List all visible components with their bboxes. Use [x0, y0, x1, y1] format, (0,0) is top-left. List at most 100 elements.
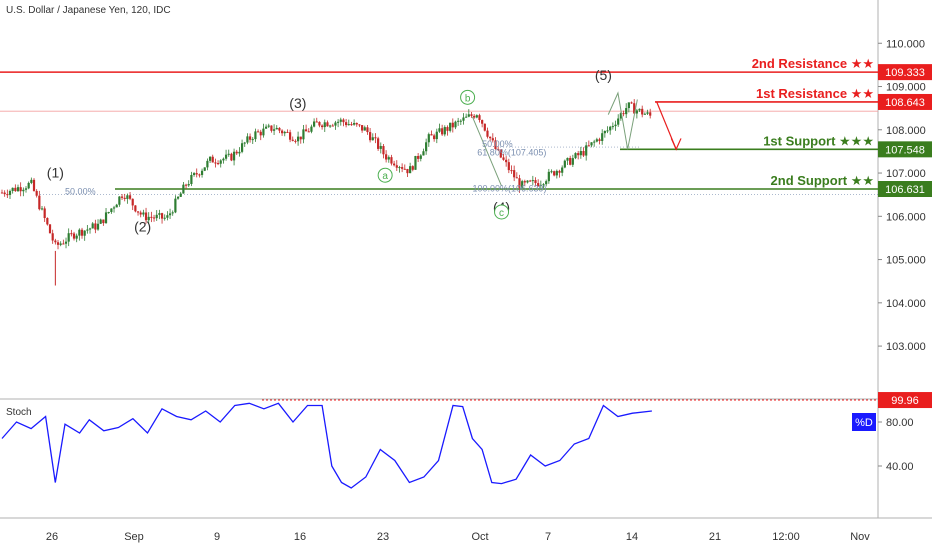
candle-body [430, 134, 433, 136]
candle-body [110, 208, 113, 213]
candle-body [518, 178, 521, 188]
candle-body [457, 120, 460, 122]
candle-body [371, 137, 374, 141]
candle-body [545, 181, 548, 185]
candle-body [75, 235, 78, 239]
candle-body [465, 116, 468, 118]
candle-body [254, 131, 257, 140]
candle-body [104, 212, 108, 224]
time-tick-label: 14 [626, 531, 638, 543]
candle-body [187, 184, 190, 186]
candle-body [91, 223, 94, 229]
candle-body [497, 148, 500, 150]
candle-body [321, 125, 324, 128]
candle-body [32, 179, 36, 191]
candle-body [449, 122, 452, 131]
candle-body [80, 229, 84, 236]
candle-body [475, 115, 478, 118]
candle-body [230, 153, 233, 161]
candle-body [278, 127, 281, 131]
candle-body [72, 233, 76, 239]
candle-body [24, 188, 28, 190]
level-badge-text: 107.548 [885, 144, 925, 156]
candle-body [99, 219, 102, 224]
candle-body [192, 173, 196, 175]
chart-title: U.S. Dollar / Japanese Yen, 120, IDC [6, 5, 171, 16]
candle-body [128, 195, 132, 199]
wave-circle [377, 167, 393, 183]
candle-body [550, 171, 553, 173]
candle-body [142, 212, 145, 215]
candle-body [521, 181, 524, 188]
candle-body [115, 204, 118, 208]
candle-body [240, 143, 244, 152]
stoch-tick-label: 80.00 [886, 417, 914, 429]
candle-body [382, 146, 385, 155]
candle-body [409, 166, 412, 174]
candle-body [235, 151, 238, 154]
time-tick-label: Sep [124, 531, 144, 543]
candle-body [355, 122, 358, 125]
candle-body [46, 218, 49, 225]
level-label: 1st Support ★★★ [763, 133, 874, 148]
candle-body [224, 154, 228, 159]
wave-line [471, 116, 503, 187]
candle-body [547, 171, 550, 182]
candle-body [256, 131, 260, 133]
level-badge [878, 181, 932, 198]
candle-body [462, 117, 465, 121]
candle-body [459, 120, 462, 122]
candle-body [435, 131, 438, 140]
candle-body [291, 139, 294, 141]
candle-body [267, 125, 270, 127]
candle-body [155, 214, 158, 219]
candle-body [374, 137, 377, 139]
candle-body [198, 174, 201, 176]
candle-body [307, 131, 310, 133]
candle-body [649, 112, 652, 116]
candle-body [542, 184, 545, 186]
candle-body [174, 198, 177, 213]
candle-body [350, 124, 353, 126]
candle-body [264, 126, 268, 129]
candle-body [467, 114, 470, 117]
level-badge-text: 109.333 [885, 67, 925, 79]
candle-body [184, 184, 188, 186]
candle-body [86, 229, 89, 231]
candle-body [379, 146, 382, 149]
candle-body [489, 136, 492, 139]
candle-body [494, 140, 497, 149]
candle-body [96, 223, 100, 230]
candle-body [446, 127, 449, 131]
candle-body [112, 207, 116, 209]
candle-body [280, 130, 284, 134]
candle-body [150, 216, 153, 218]
candle-body [200, 170, 204, 175]
candle-body [537, 183, 540, 187]
candle-body [179, 193, 182, 197]
time-tick-label: Nov [850, 531, 870, 543]
candle-body [214, 162, 217, 164]
candle-body [433, 135, 436, 140]
candle-body [387, 157, 390, 160]
stoch-value-badge-text: 99.96 [891, 395, 919, 407]
candle-body [48, 224, 52, 234]
time-tick-label: 12:00 [772, 531, 800, 543]
candle-body [563, 160, 566, 168]
candle-body [491, 138, 494, 141]
wave-label: (1) [47, 164, 64, 180]
candle-body [158, 213, 161, 215]
candle-body [342, 119, 345, 123]
candle-body [558, 170, 561, 173]
candle-body [614, 124, 617, 127]
candle-body [582, 151, 585, 156]
candle-body [390, 157, 393, 164]
candle-body [422, 151, 425, 156]
candle-body [611, 126, 614, 128]
stoch-line [1, 402, 652, 489]
candle-body [222, 158, 225, 161]
candle-body [483, 123, 486, 131]
candle-body [35, 190, 38, 196]
candle-body [16, 187, 20, 192]
